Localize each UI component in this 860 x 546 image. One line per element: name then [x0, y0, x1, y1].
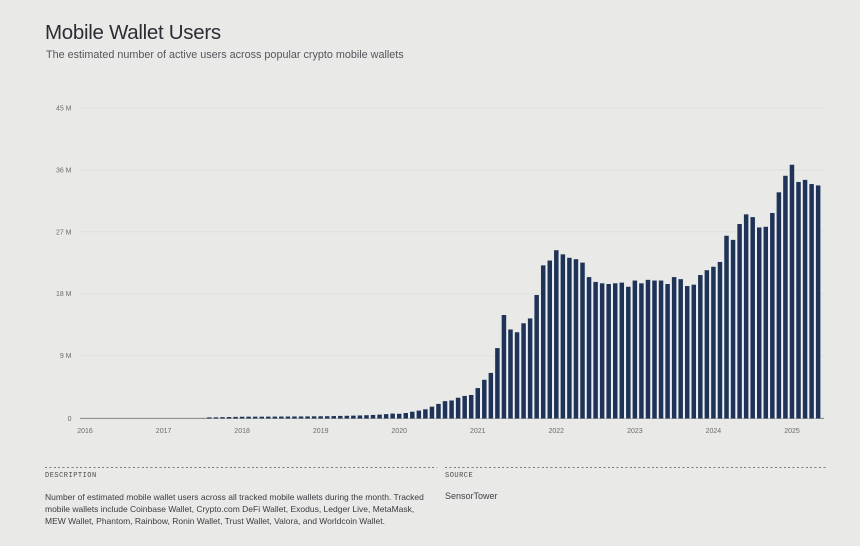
svg-text:0: 0 [68, 416, 72, 423]
svg-text:2016: 2016 [77, 428, 93, 435]
svg-text:2022: 2022 [549, 428, 565, 435]
svg-text:2021: 2021 [470, 428, 486, 435]
svg-text:2025: 2025 [784, 428, 800, 435]
svg-text:2018: 2018 [234, 428, 250, 435]
svg-text:45 M: 45 M [56, 106, 72, 113]
svg-text:2017: 2017 [156, 428, 172, 435]
svg-text:36 M: 36 M [56, 167, 72, 174]
svg-text:2019: 2019 [313, 428, 329, 435]
svg-text:2023: 2023 [627, 428, 643, 435]
svg-text:2024: 2024 [706, 428, 722, 435]
svg-text:27 M: 27 M [56, 229, 72, 236]
svg-text:2020: 2020 [391, 428, 407, 435]
svg-text:18 M: 18 M [56, 291, 72, 298]
svg-text:9 M: 9 M [60, 353, 72, 360]
